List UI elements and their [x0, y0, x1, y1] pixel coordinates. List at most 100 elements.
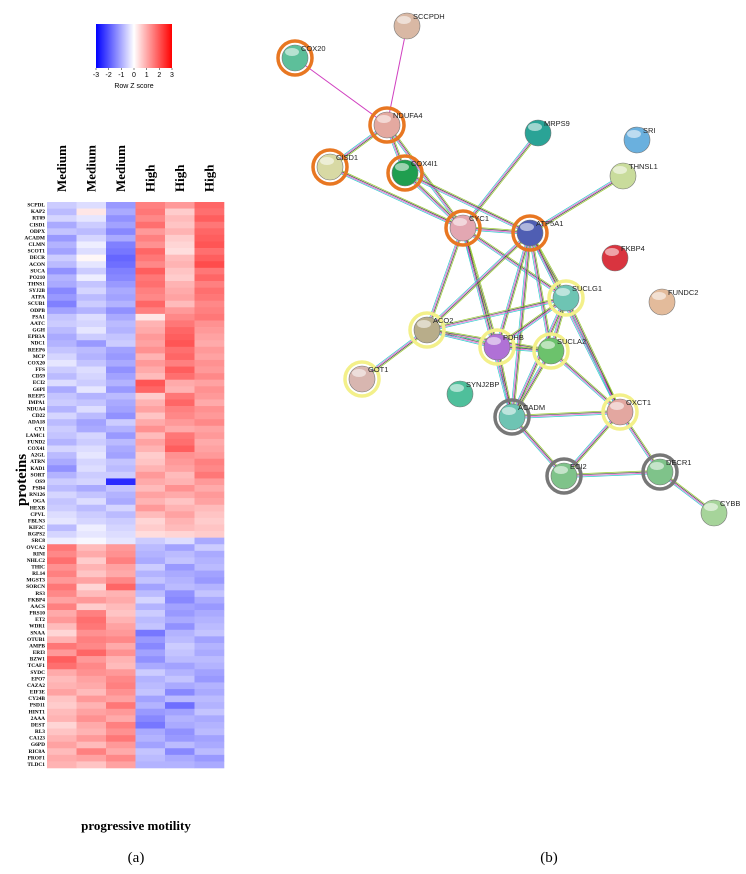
heatmap-cell: [194, 590, 225, 598]
heatmap-cell: [47, 557, 77, 565]
edge: [462, 228, 566, 299]
row-label: NDUA4: [27, 407, 46, 413]
heatmap-cell: [165, 327, 195, 334]
heatmap-cell: [165, 274, 195, 282]
heatmap-cell: [165, 728, 195, 736]
row-label: MGST3: [26, 578, 45, 584]
row-label: KIF2C: [29, 525, 45, 531]
edge: [329, 168, 463, 230]
heatmap-cell: [47, 485, 77, 492]
heatmap-cell: [194, 623, 225, 631]
heatmap-cell: [135, 623, 166, 631]
row-label: DEST: [31, 722, 45, 728]
row-label: HINT1: [29, 709, 46, 715]
heatmap-cell: [165, 524, 195, 532]
heatmap-cell: [106, 754, 136, 762]
edge: [564, 412, 622, 478]
heatmap-cell: [194, 577, 225, 585]
heatmap-cell: [135, 649, 166, 657]
heatmap-cell: [194, 491, 225, 499]
heatmap-cell: [76, 465, 107, 473]
heatmap-cell: [106, 491, 136, 499]
heatmap-cell: [194, 557, 225, 565]
colorbar-tick-label: 2: [157, 72, 161, 79]
node-label: ACO2: [433, 316, 453, 325]
heatmap-cell: [47, 313, 77, 321]
heatmap-cell: [135, 682, 166, 690]
node-ring: [532, 332, 570, 370]
heatmap-cell: [194, 656, 225, 663]
heatmap-cell: [165, 346, 195, 354]
heatmap-cell: [47, 570, 77, 578]
heatmap-cell: [47, 215, 77, 223]
edge: [512, 298, 567, 418]
heatmap-cell: [165, 419, 195, 427]
heatmap-cell: [76, 234, 107, 242]
node-highlight: [352, 369, 366, 377]
heatmap-cell: [76, 221, 107, 229]
heatmap-cell: [106, 603, 136, 611]
heatmap-cell: [165, 511, 195, 519]
heatmap-cell: [76, 550, 107, 558]
heatmap-cell: [135, 563, 166, 571]
node-ring: [493, 398, 531, 436]
heatmap-cell: [165, 675, 195, 683]
heatmap-cell: [76, 274, 107, 282]
row-label: CPVL: [30, 512, 45, 518]
row-label: COX20: [28, 360, 46, 366]
heatmap-cell: [135, 267, 166, 275]
heatmap-cell: [194, 629, 225, 637]
row-label: PRS10: [29, 611, 45, 617]
heatmap-cell: [165, 741, 195, 749]
edge: [362, 330, 428, 380]
heatmap-cell: [47, 228, 77, 236]
heatmap-cell: [165, 373, 195, 380]
heatmap-cell: [76, 254, 107, 262]
heatmap-cell: [106, 721, 136, 729]
heatmap-cell: [106, 392, 136, 400]
edge: [528, 233, 619, 413]
heatmap-cell: [194, 287, 225, 295]
heatmap-cell: [76, 603, 107, 611]
heatmap-cell: [47, 294, 77, 302]
heatmap-cell: [47, 359, 77, 367]
heatmap-cell: [106, 642, 136, 650]
heatmap-cell: [165, 531, 195, 538]
row-label: AMPB: [29, 643, 45, 649]
heatmap-cell: [106, 300, 136, 308]
heatmap-cell: [135, 741, 166, 749]
row-label: OGA: [33, 499, 45, 505]
heatmap-cell: [47, 675, 77, 683]
heatmap-cell: [194, 274, 225, 282]
heatmap-cell: [135, 346, 166, 354]
heatmap-cell: [106, 675, 136, 683]
heatmap-cell: [135, 524, 166, 532]
heatmap-cell: [47, 346, 77, 354]
heatmap-cell: [47, 616, 77, 624]
row-label: OTUB1: [27, 637, 45, 643]
node-label: OXCT1: [626, 398, 651, 407]
node-highlight: [610, 402, 624, 410]
heatmap-cell: [106, 202, 136, 209]
heatmap-cell: [76, 386, 107, 394]
row-label: ATPA: [31, 295, 45, 301]
row-label: PSA1: [32, 314, 45, 320]
heatmap-cell: [194, 748, 225, 756]
heatmap-cell: [135, 603, 166, 611]
heatmap-cell: [47, 327, 77, 334]
heatmap-cell: [76, 471, 107, 479]
edge: [463, 133, 539, 229]
heatmap-cell: [135, 636, 166, 644]
heatmap-cell: [135, 333, 166, 341]
heatmap-cell: [194, 544, 225, 552]
heatmap-cell: [135, 215, 166, 223]
heatmap-cell: [165, 228, 195, 236]
heatmap-cell: [106, 649, 136, 657]
heatmap-cell: [106, 445, 136, 453]
heatmap-cell: [165, 610, 195, 617]
heatmap-cell: [194, 359, 225, 367]
heatmap-cell: [135, 642, 166, 650]
colorbar: [96, 24, 172, 68]
heatmap-cell: [194, 406, 225, 413]
node-label: NDUFA4: [393, 111, 423, 120]
